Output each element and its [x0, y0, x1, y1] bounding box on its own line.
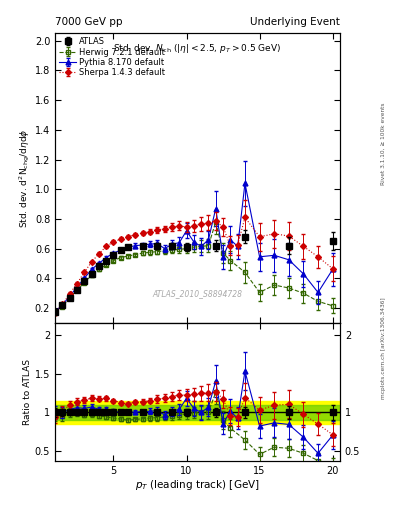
Legend: ATLAS, Herwig 7.2.1 default, Pythia 8.170 default, Sherpa 1.4.3 default: ATLAS, Herwig 7.2.1 default, Pythia 8.17…: [57, 36, 167, 79]
Text: Underlying Event: Underlying Event: [250, 16, 340, 27]
Y-axis label: Ratio to ATLAS: Ratio to ATLAS: [23, 359, 32, 425]
Text: ATLAS_2010_S8894728: ATLAS_2010_S8894728: [152, 289, 242, 298]
Y-axis label: Std. dev. d$^2$N$_{\rm chg}$/d$\eta$d$\phi$: Std. dev. d$^2$N$_{\rm chg}$/d$\eta$d$\p…: [18, 129, 32, 228]
Text: mcplots.cern.ch [arXiv:1306.3436]: mcplots.cern.ch [arXiv:1306.3436]: [381, 297, 386, 399]
Text: 7000 GeV pp: 7000 GeV pp: [55, 16, 123, 27]
Text: Rivet 3.1.10, ≥ 100k events: Rivet 3.1.10, ≥ 100k events: [381, 102, 386, 185]
Text: Std. dev. $N_{\rm ch}$ ($|\eta| < 2.5$, $p_T > 0.5$ GeV): Std. dev. $N_{\rm ch}$ ($|\eta| < 2.5$, …: [114, 42, 281, 55]
X-axis label: $p_T$ (leading track) [GeV]: $p_T$ (leading track) [GeV]: [135, 478, 260, 493]
